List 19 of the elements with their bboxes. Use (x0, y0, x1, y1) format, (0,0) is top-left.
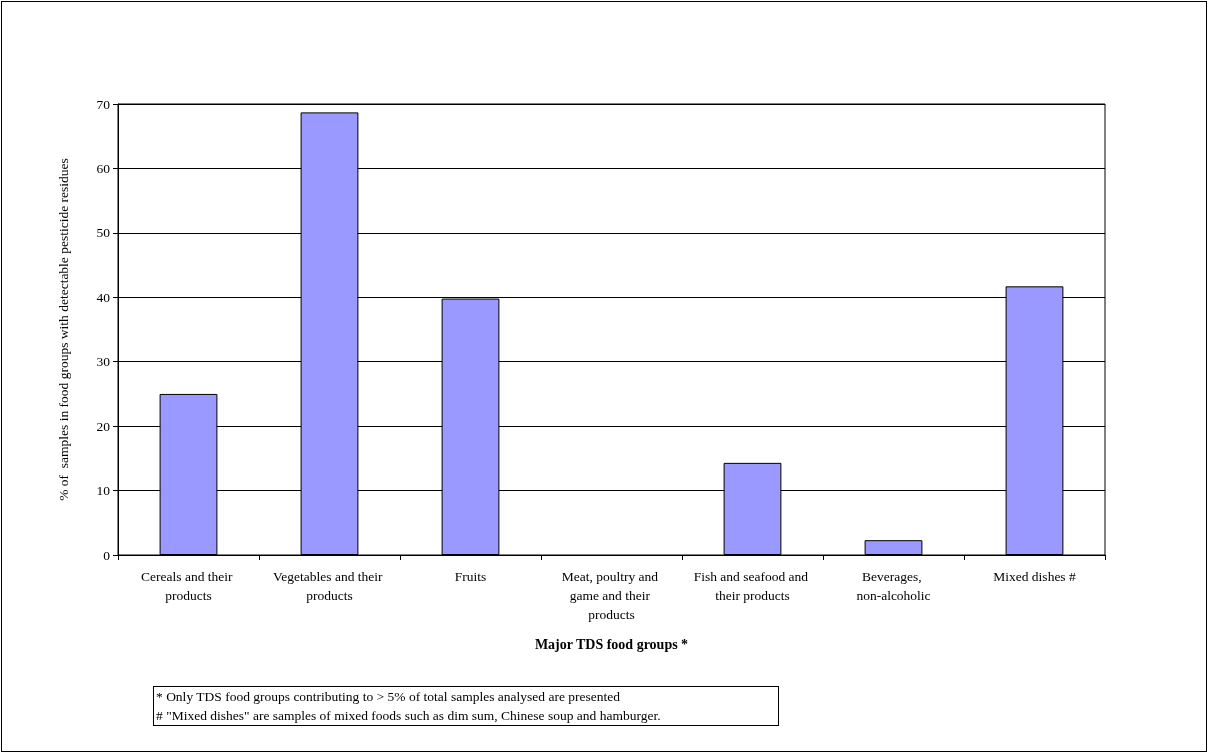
x-tick-label: Beverages, non-alcoholic (856, 569, 931, 603)
x-tick-label: Cereals and their products (141, 569, 236, 603)
y-tick-label: 30 (96, 354, 111, 370)
x-tick-label: Fish and seafood and their products (693, 569, 812, 603)
y-tick-label: 10 (96, 483, 111, 499)
y-tick-label: 20 (96, 418, 111, 434)
x-tick-label: Mixed dishes # (993, 569, 1076, 584)
y-tick-label: 60 (96, 160, 111, 176)
x-tick-label: Vegetables and their products (273, 569, 386, 603)
x-axis-title: Major TDS food groups * (534, 636, 689, 652)
x-tick-label: Meat, poultry and game and their products (561, 569, 662, 622)
y-tick-label: 70 (96, 96, 111, 112)
x-tick-label: Fruits (454, 569, 487, 584)
y-tick-label: 50 (96, 225, 111, 241)
y-tick-label: 0 (103, 547, 111, 563)
text: * Only TDS food groups contributing to > 5% of total samples analysed are presented (156, 688, 622, 706)
y-axis-title: % of samples in food groups with detectable pesticide residues (55, 158, 71, 501)
text: # "Mixed dishes" are samples of mixed foods such as dim sum, Chinese soup and hamburger. (156, 707, 662, 725)
y-tick-label: 40 (96, 289, 111, 305)
